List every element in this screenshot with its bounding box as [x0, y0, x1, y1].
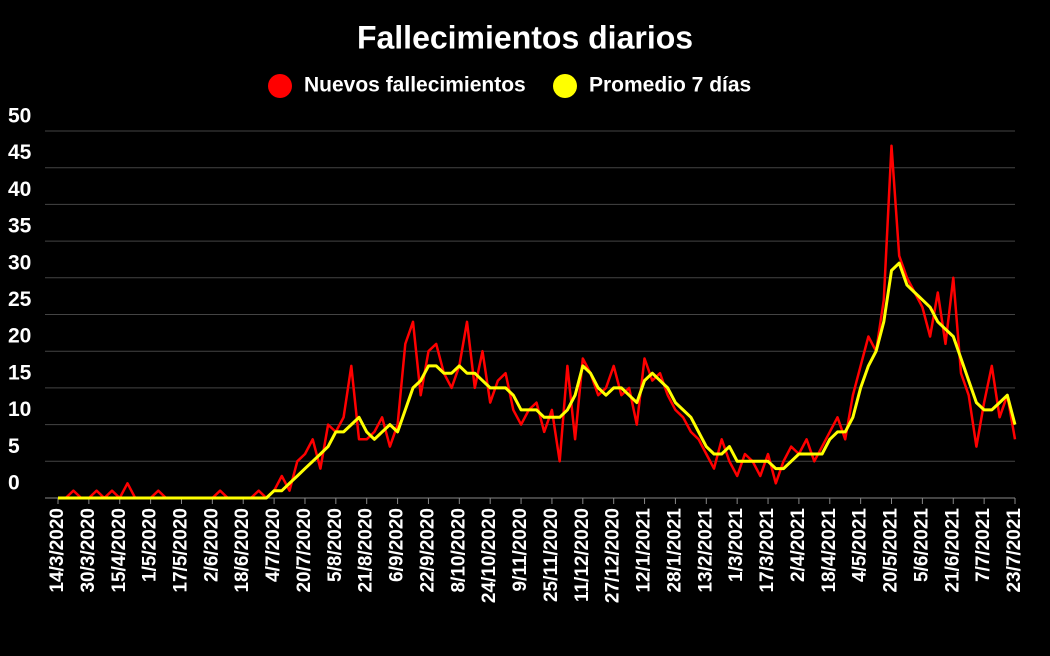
- x-tick-label: 25/11/2020: [541, 508, 562, 602]
- x-tick-label: 18/6/2020: [232, 508, 253, 593]
- x-tick-label: 13/2/2021: [695, 508, 716, 593]
- x-tick-label: 28/1/2021: [664, 508, 685, 593]
- legend-marker: [268, 74, 292, 98]
- x-tick-label: 15/4/2020: [109, 508, 130, 593]
- x-tick-label: 17/5/2020: [170, 508, 191, 593]
- x-tick-label: 30/3/2020: [78, 508, 99, 593]
- x-tick-label: 2/4/2021: [788, 508, 809, 582]
- x-tick-label: 1/5/2020: [140, 508, 161, 582]
- y-tick-label: 50: [8, 105, 31, 128]
- y-tick-label: 10: [8, 398, 31, 421]
- y-tick-label: 25: [8, 288, 32, 311]
- x-tick-label: 22/9/2020: [417, 508, 438, 593]
- x-tick-label: 27/12/2020: [603, 508, 624, 603]
- x-tick-label: 12/1/2021: [634, 508, 655, 593]
- y-tick-label: 0: [8, 472, 20, 495]
- x-tick-label: 14/3/2020: [47, 508, 68, 593]
- legend-marker: [553, 74, 577, 98]
- x-tick-label: 9/11/2020: [510, 508, 531, 591]
- y-tick-label: 35: [8, 215, 32, 238]
- y-tick-label: 15: [8, 361, 32, 384]
- x-tick-label: 6/9/2020: [387, 508, 408, 582]
- y-tick-label: 40: [8, 178, 31, 201]
- x-tick-label: 11/12/2020: [572, 508, 593, 602]
- x-tick-label: 24/10/2020: [479, 508, 500, 603]
- x-tick-label: 21/8/2020: [356, 508, 377, 593]
- x-tick-label: 4/7/2020: [263, 508, 284, 582]
- legend-label: Nuevos fallecimientos: [304, 74, 526, 97]
- series-line: [58, 261, 1017, 500]
- x-tick-label: 18/4/2021: [819, 508, 840, 593]
- series-line: [58, 144, 1017, 500]
- x-tick-label: 20/7/2020: [294, 508, 315, 593]
- x-tick-label: 20/5/2021: [881, 508, 902, 593]
- x-tick-label: 23/7/2021: [1004, 508, 1025, 593]
- x-tick-label: 1/3/2021: [726, 508, 747, 582]
- x-tick-label: 5/6/2021: [911, 508, 932, 582]
- y-tick-label: 20: [8, 325, 31, 348]
- y-tick-label: 30: [8, 251, 31, 274]
- x-tick-label: 8/10/2020: [448, 508, 469, 593]
- x-tick-label: 5/8/2020: [325, 508, 346, 582]
- x-tick-label: 7/7/2021: [973, 508, 994, 582]
- chart-title: Fallecimientos diarios: [357, 19, 693, 55]
- x-tick-label: 21/6/2021: [942, 508, 963, 593]
- y-tick-label: 45: [8, 141, 32, 164]
- x-tick-label: 4/5/2021: [850, 508, 871, 582]
- x-tick-label: 2/6/2020: [201, 508, 222, 582]
- y-tick-label: 5: [8, 435, 20, 458]
- x-tick-label: 17/3/2021: [757, 508, 778, 593]
- legend-label: Promedio 7 días: [589, 74, 751, 97]
